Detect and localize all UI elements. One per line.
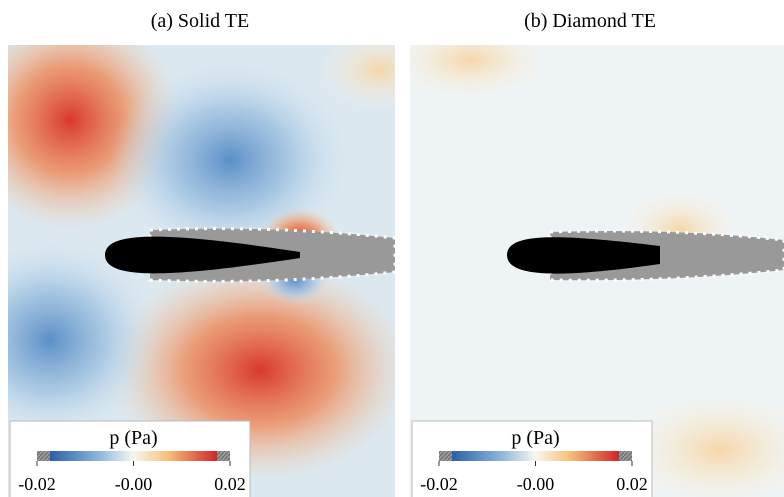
- colorbar: [50, 451, 217, 461]
- field-a: [8, 45, 395, 497]
- colorbar-high: [217, 451, 230, 461]
- colorbar-tick-label: 0.02: [616, 474, 648, 494]
- colorbar-low: [439, 451, 452, 461]
- colorbar-label: p (Pa): [109, 427, 157, 449]
- colorbar-tick-label: -0.02: [18, 474, 56, 494]
- panel-title: (b) Diamond TE: [524, 10, 656, 32]
- colorbar-high: [619, 451, 632, 461]
- colorbar-low: [37, 451, 50, 461]
- colorbar: [452, 451, 619, 461]
- panel-title: (a) Solid TE: [151, 10, 250, 32]
- colorbar-tick-label: -0.02: [420, 474, 458, 494]
- colorbar-tick-label: 0.02: [214, 474, 246, 494]
- colorbar-tick-label: -0.00: [115, 474, 153, 494]
- colorbar-label: p (Pa): [511, 427, 559, 449]
- colorbar-tick-label: -0.00: [517, 474, 555, 494]
